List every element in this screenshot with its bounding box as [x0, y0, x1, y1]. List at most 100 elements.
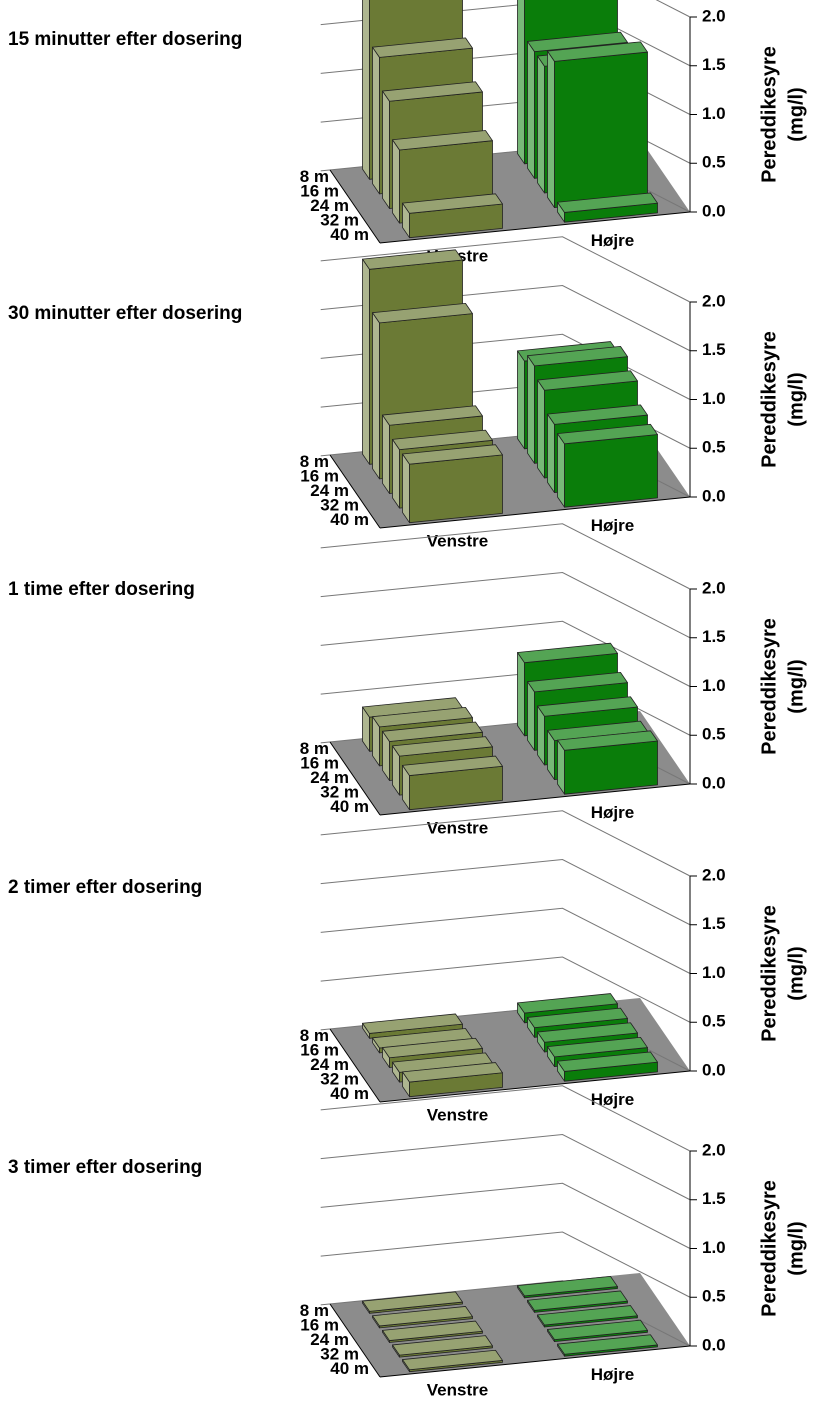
bar-top — [402, 444, 503, 465]
depth-label: 16 m — [300, 1315, 339, 1334]
bar-top — [392, 130, 493, 151]
depth-axis — [329, 1028, 381, 1103]
bar-side — [392, 438, 400, 509]
y-axis-label: (mg/l) — [785, 372, 807, 426]
y-tick-label: 1.5 — [702, 55, 726, 74]
y-tick-label: 1.5 — [702, 340, 726, 359]
bar-side — [362, 0, 370, 180]
y-axis-label: (mg/l) — [785, 659, 807, 713]
y-tick-label: 1.0 — [702, 963, 726, 982]
bar-side — [537, 379, 545, 479]
bar-side — [372, 46, 380, 195]
chart: 15 minutter efter dosering 0.0 0.5 1.0 1.5 2.… — [8, 0, 807, 266]
depth-label: 16 m — [300, 753, 339, 772]
y-axis-label: (mg/l) — [785, 87, 807, 141]
x-tick-label: Højre — [591, 516, 634, 535]
depth-label: 24 m — [310, 768, 349, 787]
x-tick-label: Venstre — [427, 1106, 488, 1125]
bar-top — [547, 404, 648, 425]
bar-top — [402, 1062, 503, 1083]
bar-side — [382, 90, 390, 209]
grid-line — [320, 858, 691, 926]
bar-top — [382, 721, 483, 742]
chart-title: 15 minutter efter dosering — [8, 29, 242, 50]
grid-line — [320, 523, 691, 590]
depth-label: 16 m — [300, 181, 339, 200]
x-tick-label: Venstre — [427, 532, 488, 551]
x-axis — [379, 783, 691, 816]
bar-side — [527, 355, 535, 464]
bar-top — [547, 1036, 648, 1058]
depth-label: 8 m — [300, 1026, 329, 1045]
bar-top — [537, 370, 638, 391]
bar-side — [517, 0, 525, 165]
chart-title: 1 time efter dosering — [8, 579, 195, 600]
depth-label: 16 m — [300, 466, 339, 485]
depth-label: 32 m — [320, 1345, 359, 1364]
depth-label: 40 m — [330, 225, 369, 244]
bar-side — [392, 139, 400, 224]
x-tick-label: Venstre — [427, 1381, 488, 1400]
y-axis-label: Pereddikesyre — [758, 331, 780, 468]
bar-top — [362, 249, 463, 270]
bar-top — [517, 1275, 618, 1297]
chart: 3 timer efter dosering 0.0 0.5 1.0 1.5 2.0 Per… — [8, 1085, 807, 1400]
depth-axis — [329, 454, 381, 529]
depth-label: 24 m — [310, 481, 349, 500]
bar-side — [362, 258, 370, 465]
bar-top — [537, 696, 638, 717]
bar-side — [372, 312, 380, 480]
bar-side — [547, 50, 555, 209]
bar-top — [547, 1319, 648, 1341]
grid-line — [320, 1182, 691, 1249]
depth-label: 8 m — [300, 1301, 329, 1320]
bar-top — [517, 642, 618, 664]
bar-top — [557, 730, 658, 751]
depth-label: 8 m — [300, 167, 329, 186]
bar-top — [362, 1013, 463, 1034]
bar-top — [547, 41, 648, 62]
x-axis — [379, 211, 691, 244]
grid-line — [320, 907, 691, 974]
bar-side — [517, 350, 525, 450]
bar-side — [547, 413, 555, 494]
depth-label: 24 m — [310, 1055, 349, 1074]
depth-label: 32 m — [320, 496, 359, 515]
y-tick-label: 1.5 — [702, 1189, 726, 1208]
bar-top — [362, 1291, 463, 1312]
bar-top — [402, 755, 503, 776]
y-tick-label: 2.0 — [702, 6, 726, 25]
x-tick-label: Højre — [591, 1365, 634, 1384]
depth-label: 8 m — [300, 739, 329, 758]
bar-side — [557, 433, 565, 508]
bar-side — [527, 681, 535, 751]
y-tick-label: 1.5 — [702, 914, 726, 933]
y-tick-label: 0.5 — [702, 438, 726, 457]
y-tick-label: 1.0 — [702, 1238, 726, 1257]
depth-label: 40 m — [330, 1359, 369, 1378]
depth-label: 32 m — [320, 783, 359, 802]
bar-top — [372, 706, 473, 728]
bar-top — [392, 429, 493, 451]
bar-top — [382, 81, 483, 102]
bar-top — [537, 1305, 638, 1326]
bar-side — [537, 55, 545, 194]
y-tick-label: 0.5 — [702, 1287, 726, 1306]
depth-axis — [329, 741, 381, 816]
bar-front — [554, 51, 648, 209]
y-tick-label: 1.0 — [702, 389, 726, 408]
chart-title: 30 minutter efter dosering — [8, 303, 242, 324]
y-tick-label: 0.0 — [702, 1060, 726, 1079]
y-tick-label: 2.0 — [702, 1140, 726, 1159]
y-tick-label: 1.0 — [702, 104, 726, 123]
y-axis-label: Pereddikesyre — [758, 46, 780, 183]
depth-label: 40 m — [330, 510, 369, 529]
bar-side — [402, 453, 410, 524]
x-tick-label: Højre — [591, 803, 634, 822]
chart-title: 2 timer efter dosering — [8, 877, 202, 898]
y-tick-label: 0.5 — [702, 1012, 726, 1031]
y-tick-label: 0.5 — [702, 153, 726, 172]
y-tick-label: 1.0 — [702, 676, 726, 695]
x-tick-label: Højre — [591, 231, 634, 250]
